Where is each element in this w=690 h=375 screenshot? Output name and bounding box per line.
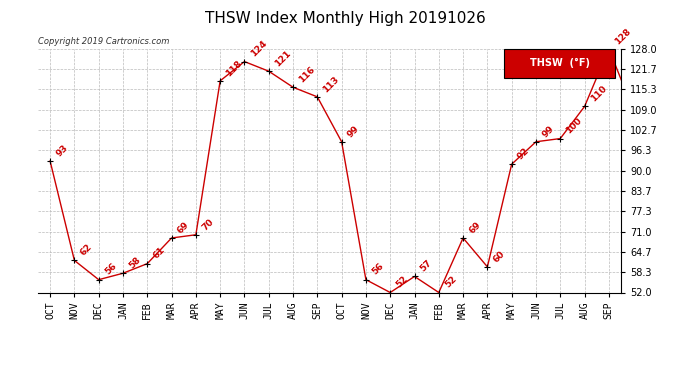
Text: 100: 100 bbox=[564, 116, 584, 136]
Text: 60: 60 bbox=[491, 249, 506, 264]
Text: 52: 52 bbox=[443, 274, 458, 290]
Text: 99: 99 bbox=[346, 124, 361, 139]
Text: 112: 112 bbox=[0, 374, 1, 375]
Text: THSW Index Monthly High 20191026: THSW Index Monthly High 20191026 bbox=[205, 11, 485, 26]
Text: 99: 99 bbox=[540, 124, 555, 139]
Text: 128: 128 bbox=[613, 26, 633, 46]
Text: 124: 124 bbox=[248, 39, 268, 59]
Text: 69: 69 bbox=[467, 220, 482, 235]
Text: 57: 57 bbox=[419, 258, 434, 274]
FancyBboxPatch shape bbox=[504, 49, 615, 78]
Text: 58: 58 bbox=[127, 255, 142, 270]
Text: 61: 61 bbox=[151, 246, 167, 261]
Text: 62: 62 bbox=[79, 243, 94, 258]
Text: 56: 56 bbox=[370, 262, 385, 277]
Text: 92: 92 bbox=[516, 146, 531, 161]
Text: 93: 93 bbox=[55, 143, 70, 158]
Text: 113: 113 bbox=[322, 75, 341, 94]
Text: 116: 116 bbox=[297, 65, 317, 84]
Text: 109: 109 bbox=[0, 374, 1, 375]
Text: THSW  (°F): THSW (°F) bbox=[530, 58, 590, 68]
Text: 118: 118 bbox=[224, 58, 244, 78]
Text: 56: 56 bbox=[103, 262, 118, 277]
Text: Copyright 2019 Cartronics.com: Copyright 2019 Cartronics.com bbox=[38, 38, 169, 46]
Text: 121: 121 bbox=[273, 49, 293, 68]
Text: 69: 69 bbox=[176, 220, 191, 235]
Text: 52: 52 bbox=[395, 274, 410, 290]
Text: 110: 110 bbox=[589, 84, 609, 104]
Text: 70: 70 bbox=[200, 217, 215, 232]
